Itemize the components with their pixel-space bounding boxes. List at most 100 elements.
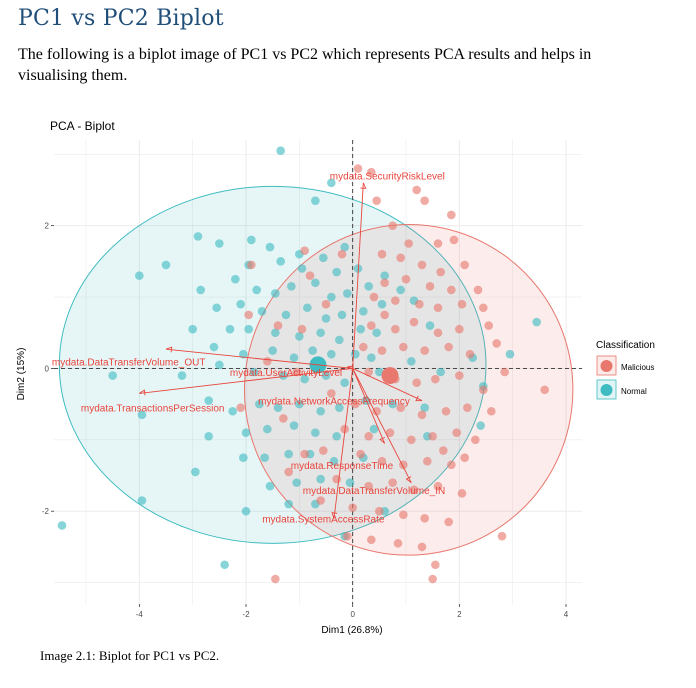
data-point [367,353,376,363]
data-point [484,321,493,330]
data-point [289,421,299,430]
data-point [436,267,445,277]
data-point [215,360,224,370]
data-point [380,310,389,320]
data-point [473,285,483,295]
data-point [497,531,507,541]
x-tick-label: -2 [242,610,250,619]
data-point [177,371,187,380]
data-point [327,349,336,359]
x-tick-label: 2 [457,610,462,619]
loading-arrowhead [165,346,173,353]
data-point [377,249,387,259]
loading-arrow [333,368,354,519]
data-point [479,303,488,313]
data-point [284,467,293,477]
data-point [412,378,421,388]
data-point [239,453,248,462]
data-point [295,332,304,341]
data-point [431,374,440,384]
data-point [351,349,360,359]
loading-arrowhead [360,182,367,189]
data-point [319,446,328,455]
data-point [444,342,453,352]
data-point [311,196,320,205]
data-point [401,274,411,284]
data-point [377,456,387,466]
data-point [279,414,288,423]
data-point [420,514,429,523]
x-tick-label: -4 [136,610,144,619]
series-malicious [236,164,549,584]
data-point [367,167,376,177]
data-point [273,321,283,330]
data-point [380,271,389,280]
data-point [385,428,395,437]
data-point [396,403,405,412]
data-point [241,428,251,437]
data-point [455,324,464,334]
data-point [492,339,501,348]
data-point [364,481,373,491]
data-point [455,371,464,380]
data-point [369,292,379,302]
data-point [375,506,384,516]
data-point [332,431,341,441]
data-point [399,342,408,352]
data-point [465,349,475,359]
data-point [327,389,336,398]
data-point [316,406,325,416]
data-point [268,346,277,355]
data-point [423,456,432,466]
data-point [316,474,325,484]
data-point [193,232,203,241]
data-point [359,307,368,316]
data-point [457,489,467,498]
data-point [433,239,443,248]
data-point [271,328,280,338]
data-point [236,403,245,412]
data-point [321,314,331,323]
data-point [255,399,264,409]
data-point [239,349,248,359]
data-point [247,235,256,245]
data-point [321,299,331,309]
data-point [188,324,197,334]
data-point [436,367,445,377]
data-point [260,453,269,462]
data-point [345,478,355,487]
data-point [327,178,336,188]
page-title: PC1 vs PC2 Biplot [18,6,224,31]
data-point [303,303,312,313]
data-point [356,324,365,334]
data-point [300,374,309,384]
y-tick-label: -2 [42,507,50,516]
y-tick-label: 0 [45,364,50,373]
data-point [292,478,301,487]
data-point [204,396,213,405]
data-point [297,324,307,334]
data-point [289,353,299,363]
data-point [287,282,296,291]
data-point [404,239,413,248]
data-point [191,467,200,477]
data-point [271,574,280,584]
x-tick-label: 4 [564,610,569,619]
x-tick-label: 0 [350,610,355,619]
data-point [388,221,397,230]
data-point [327,292,336,302]
data-point [377,346,387,355]
data-point [252,285,261,295]
data-point [447,210,456,220]
chart-title: PCA - Biplot [50,119,115,133]
data-point [476,421,485,430]
data-point [460,453,469,462]
data-point [351,399,360,409]
data-point [417,260,427,270]
data-point [292,367,301,377]
data-point [257,307,267,316]
data-point [300,449,309,459]
loading-arrow [352,182,364,369]
x-axis-label: Dim1 (26.8%) [321,625,382,636]
data-point [244,310,253,320]
